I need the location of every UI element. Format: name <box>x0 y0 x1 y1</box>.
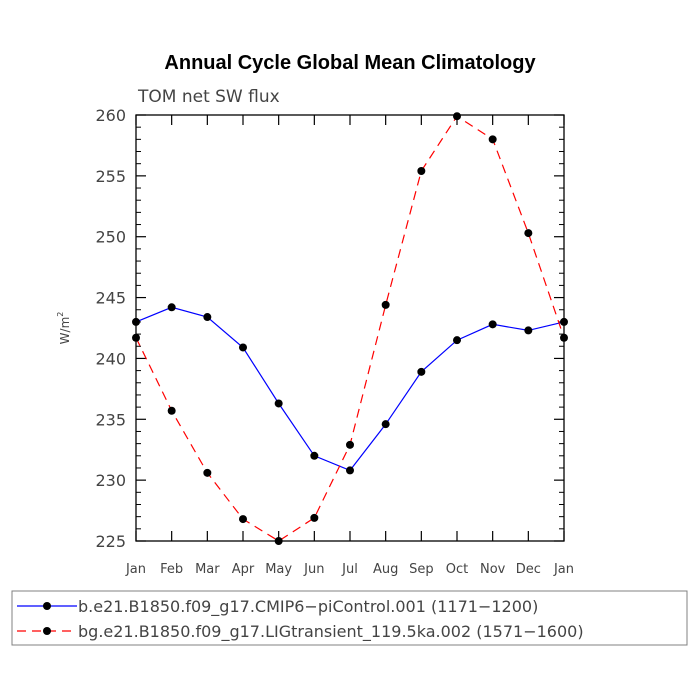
series-2-point <box>417 166 426 175</box>
x-tick-label: Oct <box>446 562 468 577</box>
x-tick-label: Mar <box>195 562 220 577</box>
y-tick-label: 250 <box>95 228 126 247</box>
series-2-point <box>524 229 533 238</box>
series-1-point <box>560 317 568 326</box>
series-1-point <box>203 313 212 322</box>
x-tick-label: Aug <box>373 562 398 577</box>
x-tick-label: Feb <box>160 562 183 577</box>
x-tick-label: Apr <box>232 562 255 577</box>
series-2-point <box>381 300 390 309</box>
series-2-point <box>560 333 568 342</box>
x-axis: Jan Feb Mar Apr May Jun Jul Aug Sep Oct Nov Dec Jan <box>125 115 574 577</box>
plot-frame <box>135 114 565 542</box>
series-1-point <box>453 336 461 345</box>
y-tick-label: 240 <box>95 349 126 368</box>
series-2-point <box>274 537 283 545</box>
x-tick-label: Jan <box>125 562 146 577</box>
series-1-point <box>346 466 354 475</box>
y-tick-label: 245 <box>95 289 126 308</box>
series-1-point <box>381 420 390 429</box>
series-1-point <box>167 303 176 312</box>
x-tick-label: Jun <box>303 562 324 577</box>
y-tick-label: 225 <box>95 532 126 551</box>
series-2-point <box>488 135 497 144</box>
y-axis-label: W/m2 <box>56 312 72 345</box>
series-2-point <box>167 406 176 415</box>
series-1-point <box>132 317 140 326</box>
legend-marker-2 <box>43 627 51 635</box>
legend: b.e21.B1850.f09_g17.CMIP6−piControl.001 … <box>11 590 688 646</box>
series-1-point <box>239 343 247 352</box>
x-tick-label: Nov <box>480 562 506 577</box>
x-tick-label: Jan <box>553 562 574 577</box>
legend-label-1: b.e21.B1850.f09_g17.CMIP6−piControl.001 … <box>78 597 538 617</box>
legend-box <box>11 590 688 646</box>
y-axis: 225 230 235 240 245 250 255 260 <box>95 106 564 551</box>
y-axis-label-superscript: 2 <box>56 312 65 317</box>
y-axis-label-unit: W/m <box>58 317 72 345</box>
chart-subtitle: TOM net SW flux <box>137 87 280 107</box>
series-1-point <box>417 367 426 376</box>
series-2-point <box>310 513 319 522</box>
plot-frame-group <box>135 114 565 542</box>
series-1-point <box>524 326 533 335</box>
legend-label-2: bg.e21.B1850.f09_g17.LIGtransient_119.5k… <box>78 622 584 642</box>
chart-title: Annual Cycle Global Mean Climatology <box>164 52 536 74</box>
y-tick-label: 260 <box>95 106 126 125</box>
x-tick-label: Jul <box>341 562 358 577</box>
series-2-point <box>239 515 247 524</box>
x-tick-label: Sep <box>409 562 434 577</box>
series-1-point <box>488 320 497 329</box>
series-1-point <box>310 451 319 460</box>
series-2-point <box>132 333 140 342</box>
y-tick-label: 255 <box>95 167 126 186</box>
y-tick-label: 230 <box>95 471 126 490</box>
x-tick-label: Dec <box>516 562 541 577</box>
series-layer <box>132 112 568 545</box>
series-2-point <box>453 112 461 121</box>
series-1-point <box>274 399 283 408</box>
series-2-point <box>203 468 212 477</box>
y-tick-label: 235 <box>95 410 126 429</box>
series-2-line <box>135 115 565 542</box>
series-2-point <box>346 440 354 449</box>
legend-marker-1 <box>43 602 51 610</box>
x-tick-label: May <box>265 562 292 577</box>
